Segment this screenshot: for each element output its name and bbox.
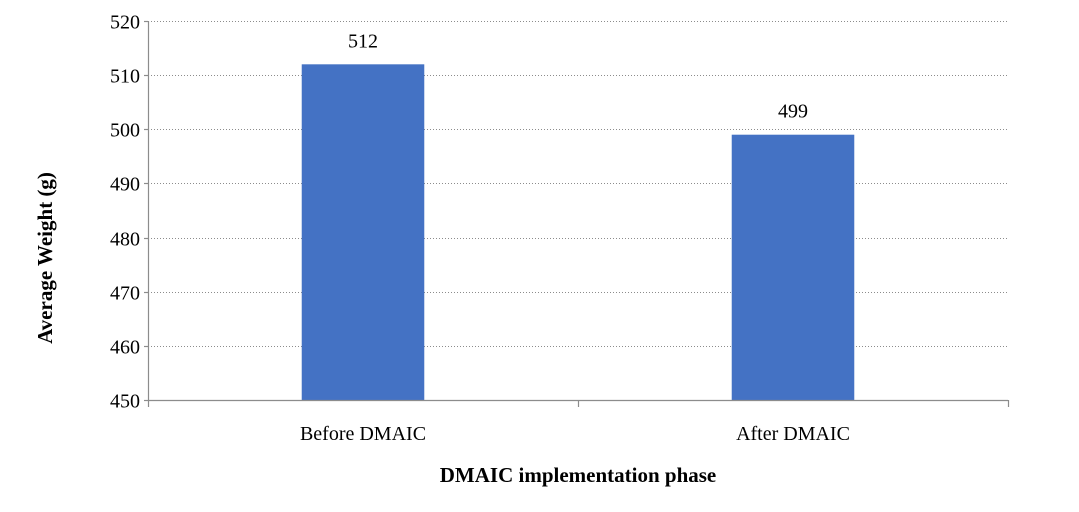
y-tick-label-510: 510 [110, 66, 140, 88]
y-tick-label-500: 500 [110, 120, 140, 142]
bar-1 [731, 134, 855, 400]
bar-0 [301, 64, 425, 401]
y-tick-label-480: 480 [110, 229, 140, 251]
y-tick-label-490: 490 [110, 174, 140, 196]
y-tick-label-450: 450 [110, 391, 140, 413]
y-tick-label-470: 470 [110, 283, 140, 305]
data-label-1: 499 [778, 101, 808, 123]
y-axis-title: Average Weight (g) [33, 172, 57, 344]
y-tick-label-460: 460 [110, 337, 140, 359]
y-tick-label-520: 520 [110, 12, 140, 34]
axes [144, 20, 1010, 407]
gridlines [148, 21, 1008, 347]
x-tick-label-1: After DMAIC [736, 423, 850, 445]
data-label-0: 512 [348, 30, 378, 52]
bars [301, 64, 855, 401]
x-axis-title: DMAIC implementation phase [440, 463, 717, 487]
x-tick-label-0: Before DMAIC [300, 423, 426, 445]
labels: 450 460 470 480 490 500 510 520 512 Before DMAIC 4… [110, 12, 850, 446]
